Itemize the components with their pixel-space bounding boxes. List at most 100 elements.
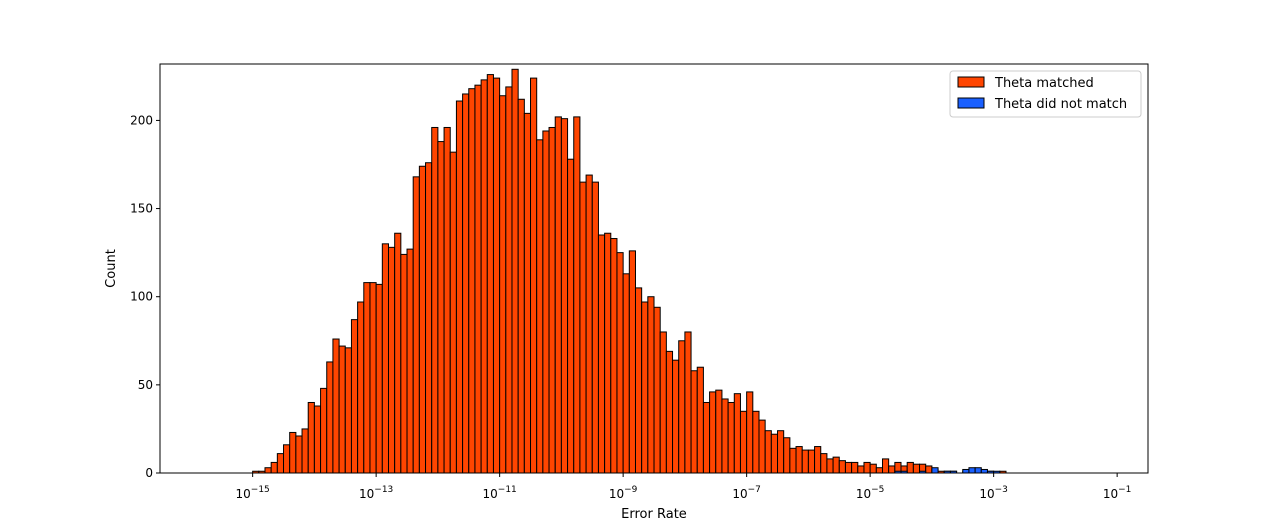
bar-theta-matched (820, 453, 828, 474)
bar-theta-matched (641, 301, 649, 474)
bar-theta-matched (307, 401, 315, 474)
bar-theta-matched (653, 306, 661, 474)
bar-theta-matched (733, 393, 741, 474)
bar-theta-matched (573, 116, 581, 474)
legend-swatch-theta-matched (957, 76, 985, 88)
bar-theta-matched (492, 77, 501, 474)
y-axis: 0 50 100 150 200 (130, 113, 160, 480)
bar-theta-matched (332, 338, 340, 474)
bar-theta-did-not-match (962, 468, 970, 474)
bar-theta-matched (264, 467, 272, 474)
bar-theta-matched (647, 296, 655, 474)
bar-theta-matched (283, 444, 291, 474)
bar-theta-did-not-match (968, 467, 976, 474)
bar-theta-matched (276, 453, 285, 474)
bar-theta-matched (709, 391, 717, 474)
bar-theta-matched (542, 130, 550, 474)
bar-theta-matched (801, 449, 809, 474)
bar-theta-matched (486, 74, 494, 474)
x-tick-label: 10−3 (979, 485, 1008, 501)
bar-theta-matched (789, 447, 797, 474)
x-tick-label: 10−7 (732, 485, 761, 501)
x-tick-label: 10−9 (609, 485, 638, 501)
bar-theta-matched (418, 165, 427, 474)
bar-theta-matched (425, 162, 433, 474)
bar-theta-matched (406, 248, 414, 474)
bar-theta-matched (579, 181, 587, 474)
bar-theta-matched (622, 273, 630, 474)
bar-theta-matched (523, 112, 532, 474)
bar-theta-matched (270, 461, 278, 474)
bar-theta-matched (357, 301, 365, 474)
x-tick-label: 10−13 (359, 485, 393, 501)
bar-theta-matched (634, 287, 643, 474)
bar-theta-matched (431, 126, 439, 474)
bar-theta-matched (295, 435, 303, 474)
x-tick-label: 10−5 (856, 485, 885, 501)
bar-theta-matched (468, 88, 476, 474)
legend-label-theta-did-not-match: Theta did not match (994, 97, 1127, 112)
bar-theta-matched (375, 283, 383, 474)
bar-theta-matched (381, 243, 390, 474)
bar-theta-matched (863, 461, 871, 474)
bar-theta-matched (678, 340, 686, 474)
y-tick-label: 150 (130, 202, 153, 216)
bar-theta-matched (517, 98, 525, 474)
bar-theta-matched (702, 401, 711, 474)
bar-theta-matched (690, 370, 698, 474)
bar-theta-matched (770, 433, 779, 474)
bar-theta-matched (338, 345, 346, 474)
bar-theta-matched (758, 419, 766, 474)
bar-theta-matched (925, 465, 933, 474)
bar-theta-did-not-match (931, 467, 939, 474)
bar-theta-matched (715, 389, 723, 474)
legend-label-theta-matched: Theta matched (994, 76, 1094, 91)
bar-theta-matched (814, 446, 822, 474)
bar-theta-matched (560, 118, 569, 474)
bar-theta-matched (665, 350, 674, 474)
bars-layer (252, 68, 1007, 474)
legend-swatch-theta-did-not-match (957, 97, 985, 109)
bar-theta-matched (480, 79, 488, 474)
bar-theta-matched (591, 181, 599, 474)
bar-theta-matched (739, 410, 748, 474)
bar-theta-matched (344, 347, 352, 474)
bar-theta-matched (826, 458, 834, 474)
x-axis-label: Error Rate (621, 507, 687, 522)
bar-theta-matched (455, 100, 464, 474)
bar-theta-matched (696, 366, 704, 474)
bar-theta-matched (320, 387, 328, 474)
bar-theta-matched (554, 116, 562, 474)
bar-theta-matched (400, 253, 408, 474)
bar-theta-matched (727, 401, 735, 474)
bar-theta-matched (659, 331, 667, 474)
bar-theta-matched (548, 126, 556, 474)
bar-theta-matched (412, 176, 420, 474)
bar-theta-matched (511, 68, 519, 474)
bar-theta-matched (499, 95, 507, 474)
bar-theta-matched (289, 431, 297, 474)
bar-theta-matched (672, 359, 680, 474)
plot-frame (159, 63, 1149, 474)
y-tick-label: 50 (138, 378, 153, 392)
bar-theta-matched (746, 391, 754, 474)
bar-theta-matched (610, 238, 618, 474)
bar-theta-matched (326, 361, 334, 474)
bar-theta-matched (567, 158, 575, 474)
legend: Theta matched Theta did not match (949, 70, 1142, 118)
bar-theta-did-not-match (974, 467, 982, 474)
bar-theta-matched (536, 139, 544, 474)
y-tick-label: 100 (130, 290, 153, 304)
bar-theta-matched (857, 465, 865, 474)
bar-theta-matched (912, 463, 921, 474)
bar-theta-matched (313, 405, 322, 474)
bar-theta-matched (888, 465, 896, 474)
bar-theta-did-not-match (980, 468, 988, 474)
x-tick-label: 10−1 (1103, 485, 1132, 501)
bar-theta-matched (350, 319, 359, 474)
bar-theta-matched (585, 174, 593, 474)
bar-theta-matched (721, 398, 729, 474)
bar-theta-matched (616, 252, 624, 474)
bar-theta-matched (777, 430, 785, 474)
